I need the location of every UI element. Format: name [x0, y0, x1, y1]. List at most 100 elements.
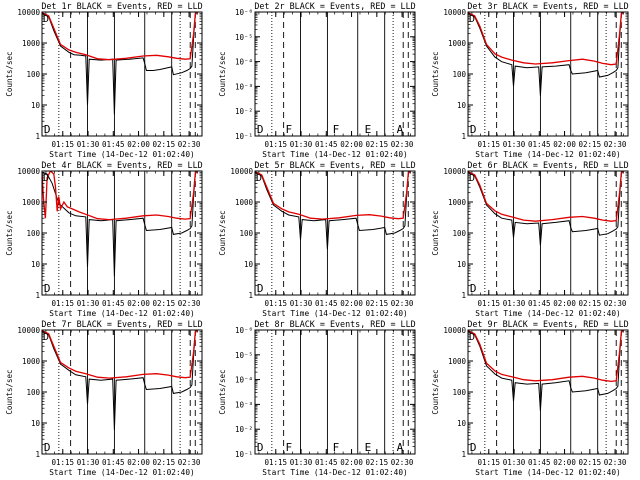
- x-tick-label: 01:30: [290, 299, 313, 308]
- flag-letter: E: [365, 123, 372, 136]
- flag-letter: E: [365, 441, 372, 454]
- y-tick-label: 1: [35, 450, 40, 459]
- flag-letter: D: [43, 332, 49, 343]
- x-tick-label: 01:30: [503, 458, 526, 467]
- y-tick-label: 10⁻¹: [235, 450, 253, 459]
- y-tick-label: 10⁻²: [235, 425, 253, 434]
- axes-frame: [467, 170, 629, 296]
- x-tick-label: 02:15: [153, 140, 176, 149]
- x-axis-label: Start Time (14-Dec-12 01:02:40): [475, 150, 621, 159]
- flag-letter: D: [470, 282, 477, 295]
- x-tick-label: 02:15: [366, 458, 389, 467]
- axes-frame: [41, 170, 203, 296]
- y-tick-label: 100: [26, 70, 40, 79]
- x-tick-label: 02:00: [553, 140, 576, 149]
- panel-title: Det 7r BLACK = Events, RED = LLD: [41, 319, 202, 329]
- y-tick-label: 10000: [17, 8, 40, 17]
- y-tick-label: 100: [452, 70, 466, 79]
- panel-det-8: Det 8r BLACK = Events, RED = LLD D F F E A 10⁻…: [218, 319, 416, 477]
- series-lld-line: [255, 171, 411, 220]
- flag-letter: D: [257, 441, 264, 454]
- series-events-line: [42, 330, 198, 430]
- x-tick-label: 01:45: [102, 140, 125, 149]
- y-tick-label: 1000: [22, 357, 41, 366]
- y-tick-label: 10000: [17, 326, 40, 335]
- y-tick-label: 10: [31, 101, 41, 110]
- x-tick-label: 01:15: [264, 140, 287, 149]
- plot-area: [271, 12, 409, 136]
- y-tick-label: 1: [248, 291, 253, 300]
- axes-frame: [467, 11, 629, 137]
- plot-area: [468, 12, 624, 136]
- x-tick-label: 02:15: [579, 140, 602, 149]
- axes-frame: [41, 329, 203, 455]
- flag-letter: D: [43, 14, 49, 25]
- y-tick-label: 1000: [448, 39, 467, 48]
- flag-letter: D: [44, 123, 51, 136]
- plot-area: [42, 12, 198, 136]
- axes-frame: [254, 11, 416, 137]
- x-tick-label: 01:45: [315, 140, 338, 149]
- y-tick-label: 10: [31, 260, 41, 269]
- x-tick-label: 02:00: [127, 140, 150, 149]
- x-tick-label: 01:15: [477, 140, 500, 149]
- x-axis-label: Start Time (14-Dec-12 01:02:40): [49, 150, 195, 159]
- y-tick-label: 10⁻⁶: [235, 326, 253, 335]
- y-tick-label: 10⁻²: [235, 107, 253, 116]
- flag-letter: D: [469, 14, 475, 25]
- y-tick-label: 10000: [443, 167, 466, 176]
- x-tick-label: 02:30: [178, 458, 201, 467]
- y-tick-label: 10⁻³: [235, 82, 253, 91]
- flag-letter: D: [256, 173, 262, 184]
- series-lld-line: [42, 330, 198, 379]
- x-tick-label: 01:30: [503, 140, 526, 149]
- series-events-line: [42, 12, 198, 115]
- series-lld-line: [42, 12, 198, 61]
- x-tick-label: 02:00: [553, 299, 576, 308]
- x-tick-label: 01:45: [315, 458, 338, 467]
- x-axis-label: Start Time (14-Dec-12 01:02:40): [262, 309, 408, 318]
- x-tick-label: 02:15: [579, 458, 602, 467]
- x-axis-label: Start Time (14-Dec-12 01:02:40): [262, 468, 408, 477]
- series-lld-line: [468, 12, 624, 66]
- panel-det-7: Det 7r BLACK = Events, RED = LLDDD110100…: [5, 319, 203, 477]
- series-events-line: [255, 171, 411, 250]
- flag-letter: D: [469, 332, 475, 343]
- flag-letter: D: [257, 123, 264, 136]
- x-tick-label: 02:15: [153, 458, 176, 467]
- x-tick-label: 01:45: [315, 299, 338, 308]
- y-axis-label: Counts/sec: [5, 369, 14, 414]
- plot-area: [42, 330, 198, 454]
- x-tick-label: 01:45: [528, 299, 551, 308]
- x-tick-label: 01:15: [477, 458, 500, 467]
- y-tick-label: 10⁻¹: [235, 132, 253, 141]
- x-tick-label: 02:15: [366, 140, 389, 149]
- y-tick-label: 1: [35, 291, 40, 300]
- plot-area: [468, 171, 624, 295]
- series-lld-line: [468, 330, 624, 383]
- y-axis-label: Counts/sec: [431, 51, 440, 96]
- x-tick-label: 01:15: [264, 299, 287, 308]
- flag-letter: D: [44, 282, 51, 295]
- x-tick-label: 01:30: [290, 140, 313, 149]
- flag-letter: D: [470, 123, 477, 136]
- plot-area: [255, 171, 411, 295]
- y-tick-label: 10000: [230, 167, 253, 176]
- y-tick-label: 1000: [448, 357, 467, 366]
- panel-title: Det 4r BLACK = Events, RED = LLD: [41, 160, 202, 170]
- x-tick-label: 02:30: [178, 299, 201, 308]
- x-axis-label: Start Time (14-Dec-12 01:02:40): [49, 468, 195, 477]
- x-tick-label: 01:30: [290, 458, 313, 467]
- x-tick-label: 01:15: [264, 458, 287, 467]
- y-axis-label: Counts/sec: [431, 369, 440, 414]
- flag-letter: D: [44, 441, 51, 454]
- flag-letter: D: [470, 441, 477, 454]
- y-tick-label: 1: [461, 132, 466, 141]
- panel-title: Det 9r BLACK = Events, RED = LLD: [467, 319, 628, 329]
- x-tick-label: 01:30: [77, 458, 100, 467]
- panel-det-1: Det 1r BLACK = Events, RED = LLDDD110100…: [5, 1, 203, 159]
- x-tick-label: 02:30: [604, 458, 627, 467]
- panel-title: Det 6r BLACK = Events, RED = LLD: [467, 160, 628, 170]
- flag-letter: F: [333, 441, 340, 454]
- y-tick-label: 10000: [17, 167, 40, 176]
